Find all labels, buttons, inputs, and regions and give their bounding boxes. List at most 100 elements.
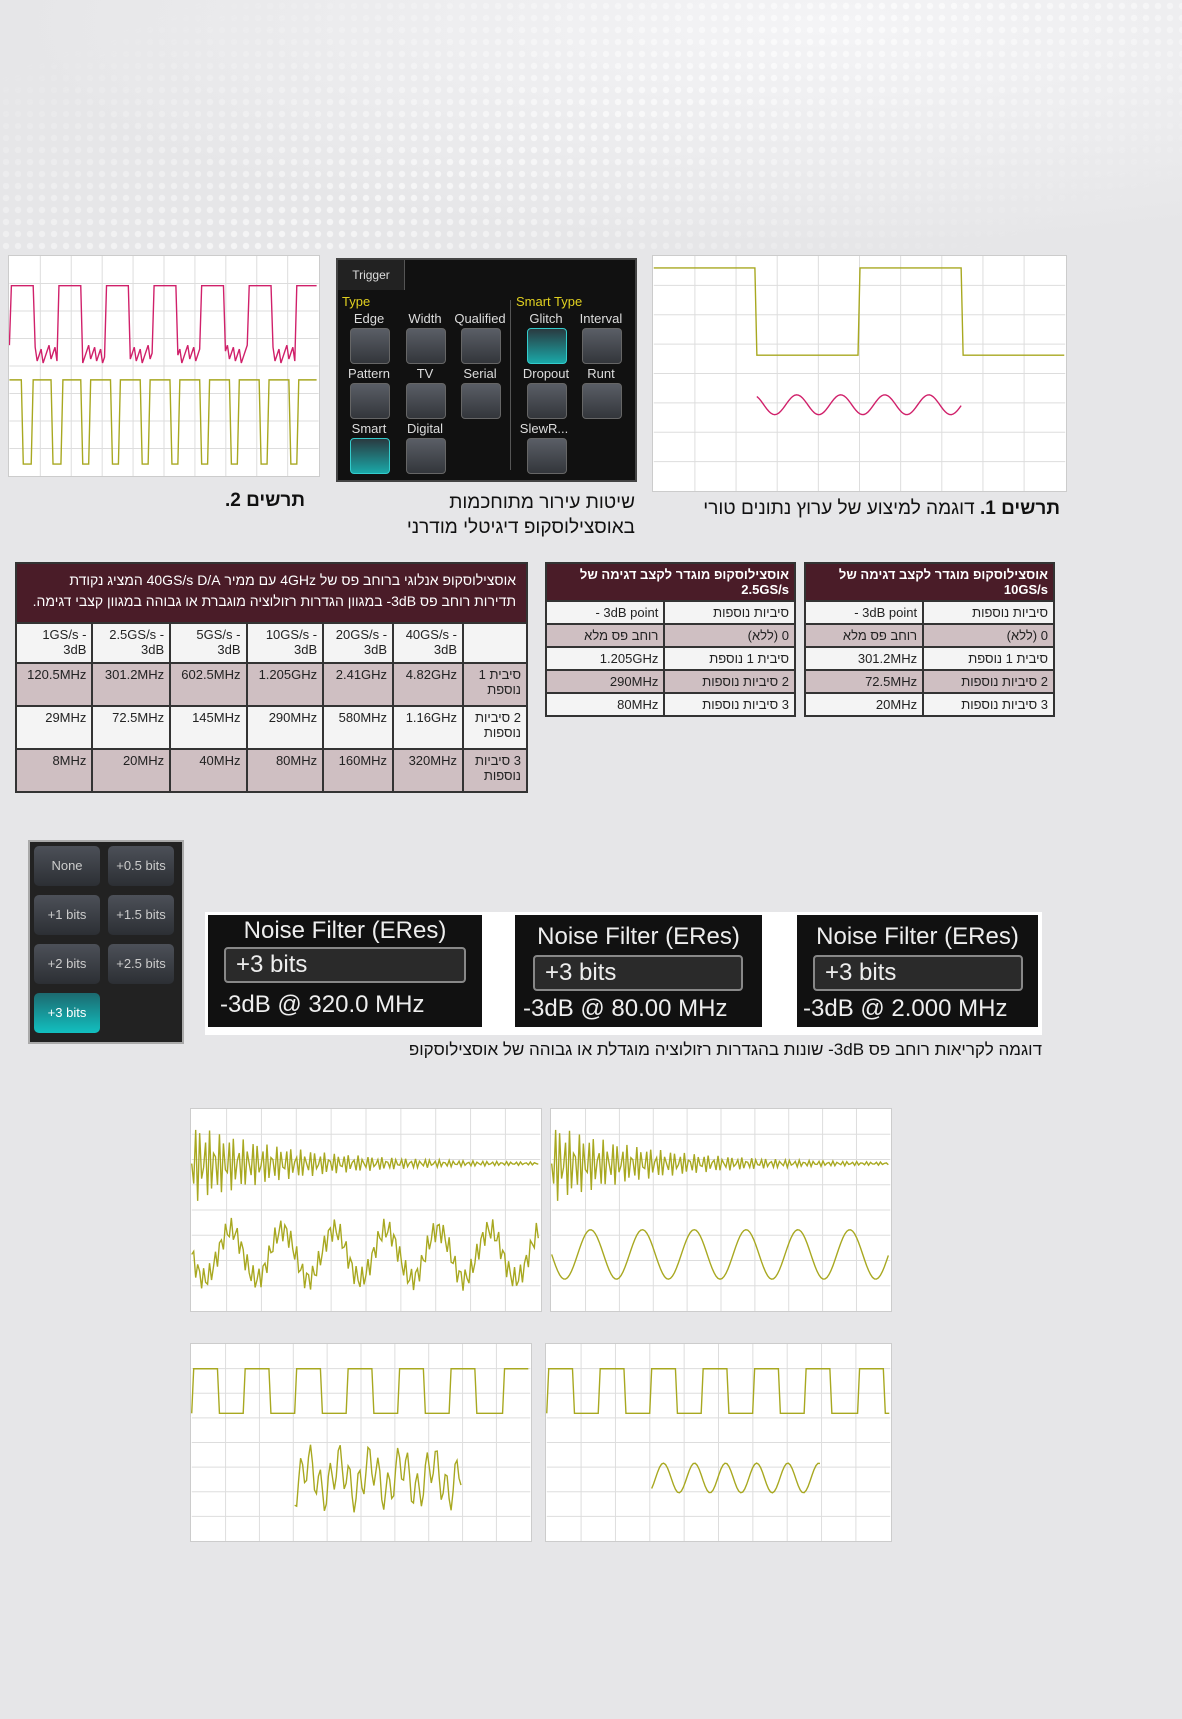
- noise-filter-panel: Noise Filter (ERes) +3 bits -3dB @ 80.00…: [515, 915, 762, 1027]
- table-cell: 2 סיביות נוספות: [663, 669, 796, 694]
- bits-option-1-5[interactable]: +1.5 bits: [108, 895, 174, 935]
- width-button[interactable]: [406, 328, 446, 364]
- column-header: 2.5GS/s - 3dB: [91, 622, 172, 664]
- table-title: אוסצילוסקופ אנלוגי ברוחב פס של 4GHz עם מ…: [15, 562, 528, 624]
- smart-button[interactable]: [350, 438, 390, 474]
- table-cell: 0 (ללא): [922, 623, 1055, 648]
- bits-option-0-5[interactable]: +0.5 bits: [108, 846, 174, 886]
- column-header: 1GS/s - 3dB: [14, 622, 94, 664]
- bits-option-3[interactable]: +3 bits: [34, 993, 100, 1033]
- noise-filter-value[interactable]: +3 bits: [224, 947, 466, 983]
- interval-label: Interval: [579, 311, 623, 326]
- runt-label: Runt: [587, 366, 615, 381]
- table-cell: סיבית 1 נוספת: [663, 646, 796, 671]
- table-cell: 40MHz: [169, 748, 248, 793]
- table-cell: 20MHz: [803, 692, 925, 717]
- table-cell: 29MHz: [14, 705, 94, 750]
- width-label: Width: [408, 311, 442, 326]
- dropout-button[interactable]: [527, 383, 567, 419]
- table-cell: 2 סיביות נוספות: [462, 705, 528, 750]
- noise-filter-caption: דוגמה לקריאות רוחב פס 3dB- שונות בהגדרות…: [408, 1040, 1042, 1059]
- dot-pattern: [0, 0, 1182, 250]
- table-cell: 80MHz: [245, 748, 325, 793]
- table-cell: 160MHz: [322, 748, 395, 793]
- table-cell: סיבית 1 נוספת: [462, 662, 528, 707]
- table-cell: סיביות נוספות: [663, 600, 796, 625]
- column-header: 40GS/s - 3dB: [392, 622, 464, 664]
- table-cell: 120.5MHz: [14, 662, 94, 707]
- table-cell: 1.205GHz: [245, 662, 325, 707]
- scope-capture: [190, 1108, 542, 1312]
- table-title: אוסצילוסקופ מוגדר לקצב דגימה של 2.5GS/s: [545, 562, 796, 602]
- waveform-plot: [9, 256, 319, 476]
- smart-label: Smart: [351, 421, 387, 436]
- tv-label: TV: [416, 366, 434, 381]
- table-cell: סיביות נוספות: [922, 600, 1055, 625]
- pattern-button[interactable]: [350, 383, 390, 419]
- glitch-button[interactable]: [527, 328, 567, 364]
- table-cell: 8MHz: [14, 748, 94, 793]
- bits-option-1[interactable]: +1 bits: [34, 895, 100, 935]
- interval-button[interactable]: [582, 328, 622, 364]
- column-header: [462, 622, 528, 664]
- type-label: Type: [342, 294, 371, 309]
- noise-filter-value[interactable]: +3 bits: [533, 955, 743, 991]
- slewrate-button[interactable]: [527, 438, 567, 474]
- table-cell: 320MHz: [392, 748, 464, 793]
- table-cell: 1.16GHz: [392, 705, 464, 750]
- tv-button[interactable]: [406, 383, 446, 419]
- table-cell: 301.2MHz: [803, 646, 925, 671]
- trigger-tab[interactable]: Trigger: [338, 260, 405, 290]
- digital-button[interactable]: [406, 438, 446, 474]
- table-cell: 2 סיביות נוספות: [922, 669, 1055, 694]
- table-cell: 3dB point -: [803, 600, 925, 625]
- digital-label: Digital: [406, 421, 444, 436]
- table-10gs: אוסצילוסקופ מוגדר לקצב דגימה של 10GS/s סי…: [803, 562, 1055, 717]
- table-cell: 2.41GHz: [322, 662, 395, 707]
- table-cell: 20MHz: [91, 748, 172, 793]
- table-cell: 301.2MHz: [91, 662, 172, 707]
- runt-button[interactable]: [582, 383, 622, 419]
- table-cell: רוחב פס מלא: [803, 623, 925, 648]
- bits-option-none[interactable]: None: [34, 846, 100, 886]
- scope-capture: [550, 1108, 892, 1312]
- table-cell: 3 סיביות נוספות: [663, 692, 796, 717]
- edge-label: Edge: [353, 311, 385, 326]
- serial-label: Serial: [463, 366, 497, 381]
- table-cell: 0 (ללא): [663, 623, 796, 648]
- dropout-label: Dropout: [522, 366, 570, 381]
- slewrate-label: SlewR...: [519, 421, 569, 436]
- noise-filter-panel: Noise Filter (ERes) +3 bits -3dB @ 320.0…: [208, 915, 482, 1027]
- bandwidth-table: אוסצילוסקופ אנלוגי ברוחב פס של 4GHz עם מ…: [14, 562, 528, 793]
- table-cell: 580MHz: [322, 705, 395, 750]
- scope-capture: [190, 1343, 532, 1542]
- column-header: 20GS/s - 3dB: [322, 622, 395, 664]
- trigger-panel: Trigger Type Smart Type Edge Width Quali…: [336, 258, 637, 482]
- table-cell: 72.5MHz: [803, 669, 925, 694]
- table-cell: סיבית 1 נוספת: [922, 646, 1055, 671]
- trigger-caption: שיטות עירור מתוחכמות באוסצילוסקופ דיגיטלי…: [406, 492, 635, 538]
- bits-option-2[interactable]: +2 bits: [34, 944, 100, 984]
- column-header: 5GS/s - 3dB: [169, 622, 248, 664]
- qualified-button[interactable]: [461, 328, 501, 364]
- bits-option-2-5[interactable]: +2.5 bits: [108, 944, 174, 984]
- edge-button[interactable]: [350, 328, 390, 364]
- waveform-plot: [653, 256, 1066, 491]
- table-cell: 72.5MHz: [91, 705, 172, 750]
- figure-1-scope-image: [652, 255, 1067, 492]
- serial-button[interactable]: [461, 383, 501, 419]
- table-cell: 3 סיביות נוספות: [462, 748, 528, 793]
- noise-filter-value[interactable]: +3 bits: [813, 955, 1023, 991]
- figure-2-caption: תרשים 2.: [224, 490, 305, 511]
- table-cell: 290MHz: [544, 669, 666, 694]
- figure-1-caption: תרשים 1. דוגמה למיצוע של ערוץ נתונים טור…: [703, 498, 1060, 519]
- table-cell: רוחב פס מלא: [544, 623, 666, 648]
- bits-menu: None +0.5 bits +1 bits +1.5 bits +2 bits…: [28, 840, 184, 1044]
- noise-filter-panel: Noise Filter (ERes) +3 bits -3dB @ 2.000…: [797, 915, 1038, 1027]
- smart-type-label: Smart Type: [516, 294, 583, 309]
- table-cell: 4.82GHz: [392, 662, 464, 707]
- table-title: אוסצילוסקופ מוגדר לקצב דגימה של 10GS/s: [804, 562, 1055, 602]
- table-cell: 145MHz: [169, 705, 248, 750]
- table-cell: 290MHz: [245, 705, 325, 750]
- column-header: 10GS/s - 3dB: [245, 622, 325, 664]
